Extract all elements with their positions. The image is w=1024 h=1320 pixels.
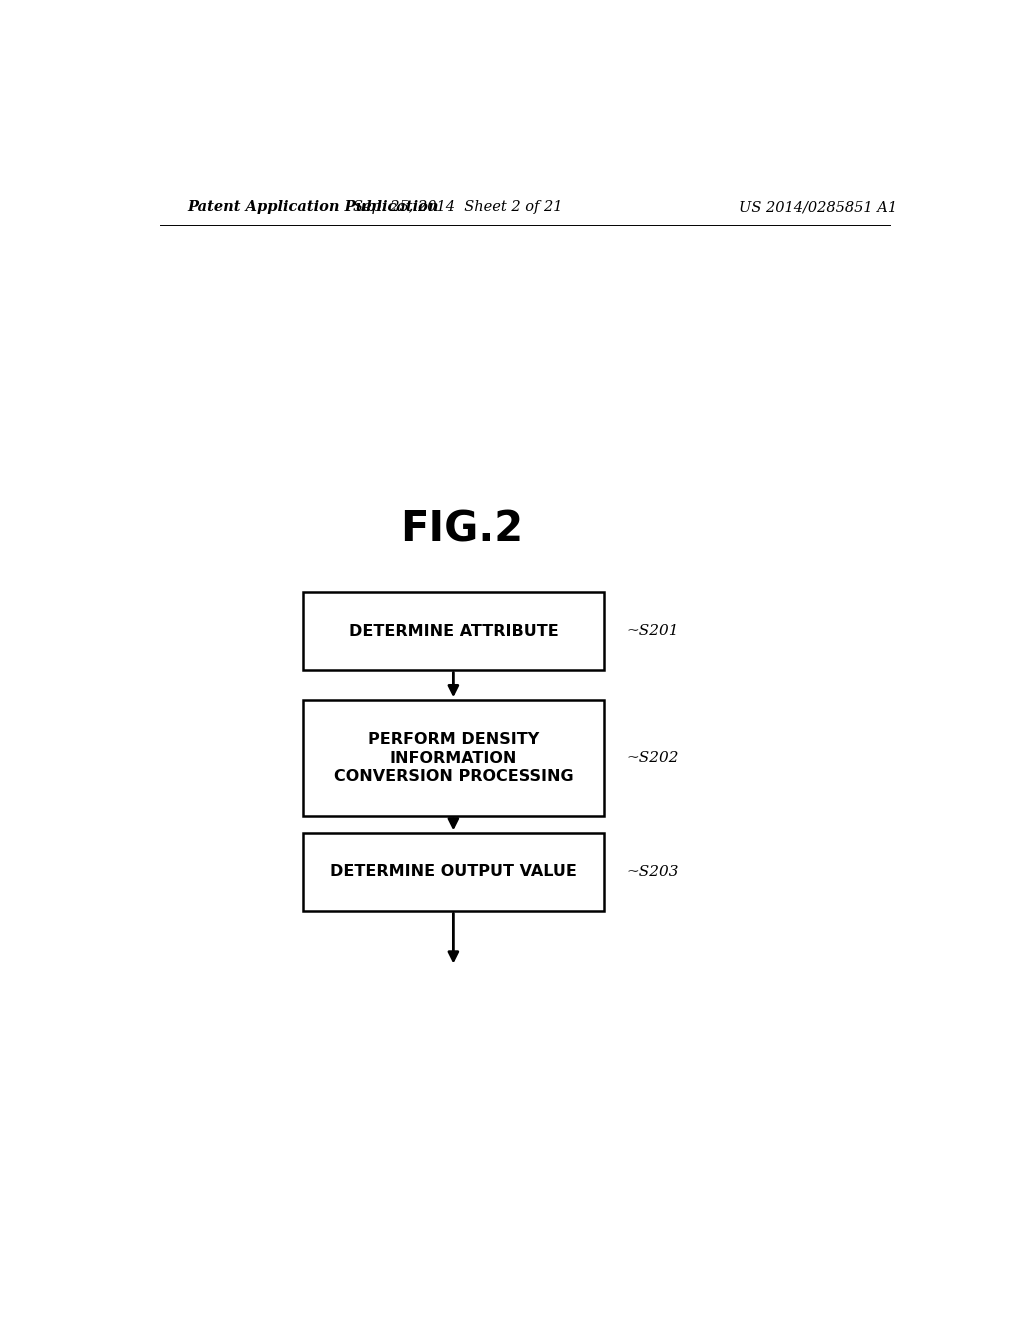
Bar: [303, 833, 604, 911]
Text: Sep. 25, 2014  Sheet 2 of 21: Sep. 25, 2014 Sheet 2 of 21: [352, 201, 562, 214]
Text: ~S202: ~S202: [627, 751, 679, 766]
Text: PERFORM DENSITY
INFORMATION
CONVERSION PROCESSING: PERFORM DENSITY INFORMATION CONVERSION P…: [334, 733, 573, 784]
Bar: [303, 700, 604, 816]
Text: ~S201: ~S201: [627, 624, 679, 638]
Text: ~S203: ~S203: [627, 865, 679, 879]
Text: US 2014/0285851 A1: US 2014/0285851 A1: [739, 201, 897, 214]
Text: FIG.2: FIG.2: [399, 508, 523, 550]
Text: Patent Application Publication: Patent Application Publication: [187, 201, 439, 214]
Bar: [303, 593, 604, 669]
Text: DETERMINE OUTPUT VALUE: DETERMINE OUTPUT VALUE: [330, 865, 577, 879]
Text: DETERMINE ATTRIBUTE: DETERMINE ATTRIBUTE: [348, 623, 558, 639]
